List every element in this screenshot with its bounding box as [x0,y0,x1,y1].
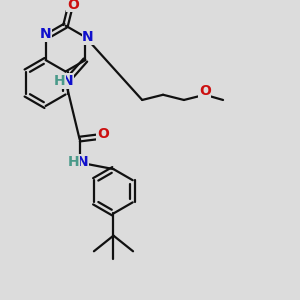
Text: O: O [97,128,109,141]
Text: N: N [82,30,94,44]
Text: N: N [62,74,74,88]
Text: O: O [67,0,79,11]
Text: O: O [199,84,211,98]
Text: N: N [76,154,88,169]
Text: N: N [40,27,52,41]
Text: H: H [68,154,80,169]
Text: H: H [53,74,65,88]
